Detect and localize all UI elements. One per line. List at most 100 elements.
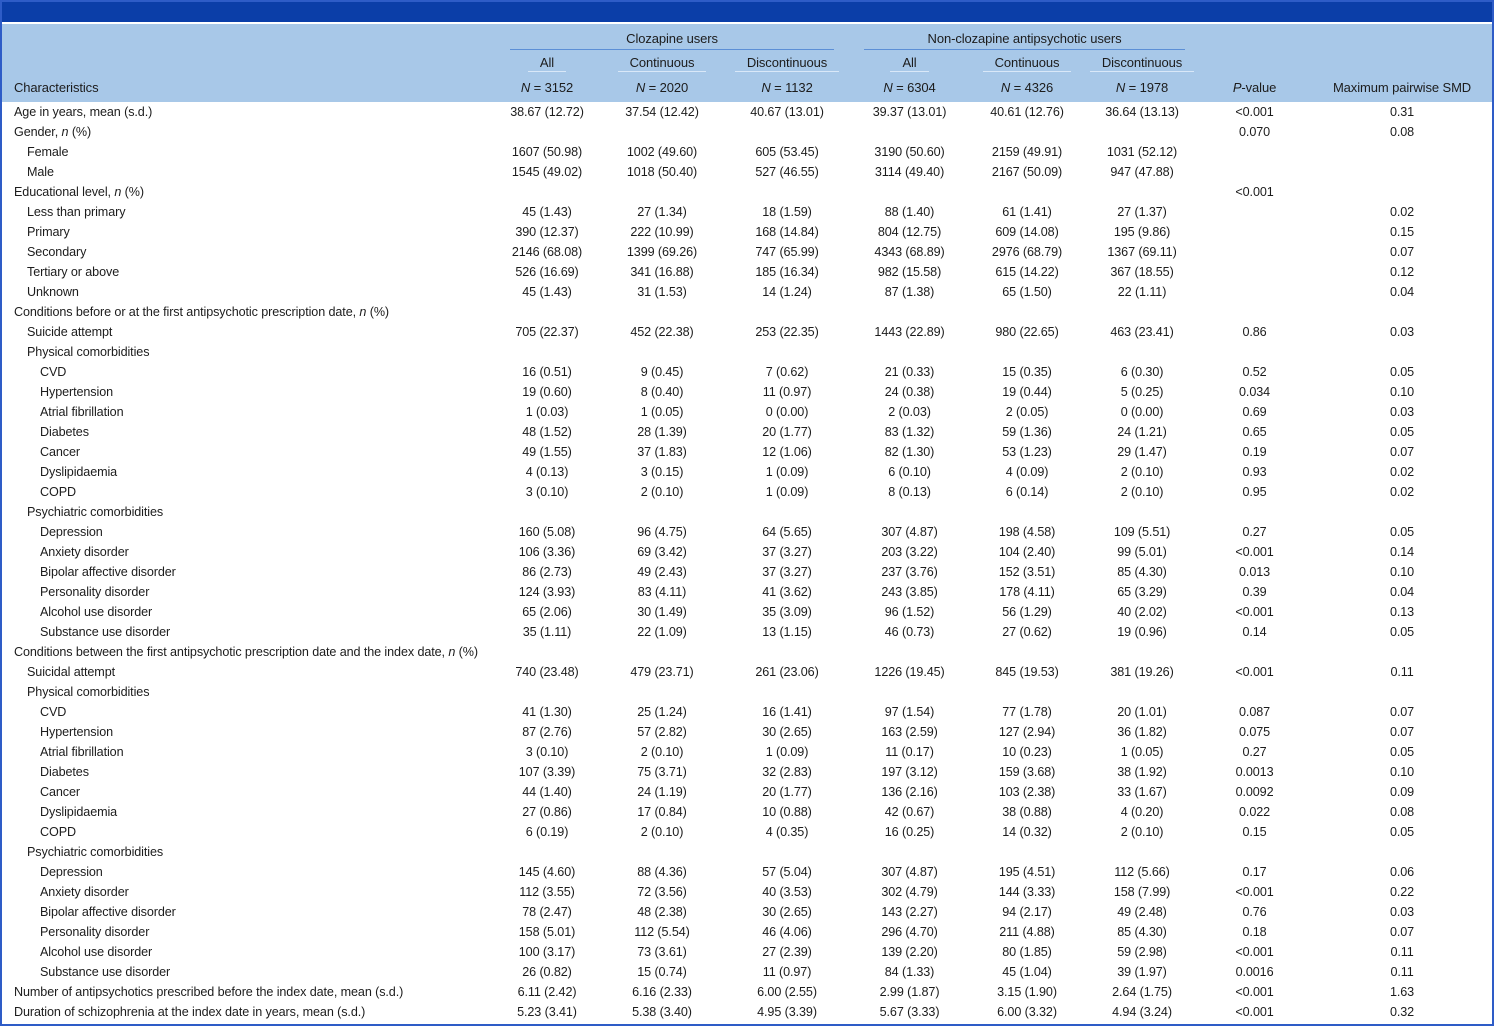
table-header: Clozapine users Non-clozapine antipsycho… (2, 24, 1493, 102)
value-cell: 6.16 (2.33) (602, 982, 722, 1002)
table-row: Duration of schizophrenia at the index d… (2, 1002, 1493, 1022)
smd-cell: 0.07 (1312, 722, 1493, 742)
value-cell: 1399 (69.26) (602, 242, 722, 262)
row-label: COPD (2, 482, 492, 502)
pvalue-cell: <0.001 (1197, 982, 1313, 1002)
value-cell: 1031 (52.12) (1087, 142, 1198, 162)
value-cell (967, 122, 1088, 142)
value-cell: 21 (0.33) (852, 362, 968, 382)
value-cell: 2146 (68.08) (492, 242, 602, 262)
value-cell: 982 (15.58) (852, 262, 968, 282)
row-label: Unknown (2, 282, 492, 302)
table-row: Unknown 45 (1.43) 31 (1.53) 14 (1.24) 87 (1.… (2, 282, 1493, 302)
row-label: Number of antipsychotics prescribed befo… (2, 982, 492, 1002)
spacer-cell (2, 50, 492, 72)
row-label: Hypertension (2, 382, 492, 402)
value-cell: 36.64 (13.13) (1087, 102, 1198, 122)
value-cell (852, 182, 968, 202)
smd-cell: 0.04 (1312, 282, 1493, 302)
value-cell: 804 (12.75) (852, 222, 968, 242)
value-cell: 10 (0.88) (722, 802, 853, 822)
value-cell: 2159 (49.91) (967, 142, 1088, 162)
pvalue-cell: 0.52 (1197, 362, 1313, 382)
value-cell: 20 (1.77) (722, 782, 853, 802)
value-cell: 740 (23.48) (492, 662, 602, 682)
value-cell: 178 (4.11) (967, 582, 1088, 602)
value-cell: 75 (3.71) (602, 762, 722, 782)
row-label: CVD (2, 702, 492, 722)
value-cell: 11 (0.97) (722, 962, 853, 982)
pvalue-cell: 0.69 (1197, 402, 1313, 422)
pvalue-cell: 0.93 (1197, 462, 1313, 482)
pvalue-cell: 0.39 (1197, 582, 1313, 602)
value-cell: 30 (1.49) (602, 602, 722, 622)
value-cell: 3 (0.10) (492, 742, 602, 762)
value-cell: 2 (0.10) (1087, 462, 1198, 482)
value-cell: 19 (0.96) (1087, 622, 1198, 642)
value-cell: 16 (0.25) (852, 822, 968, 842)
smd-cell: 0.08 (1312, 802, 1493, 822)
table-row: Conditions between the first antipsychot… (2, 642, 1493, 662)
value-cell: 4 (0.20) (1087, 802, 1198, 822)
table-row: Bipolar affective disorder 86 (2.73) 49 (2… (2, 562, 1493, 582)
smd-cell: 0.02 (1312, 202, 1493, 222)
row-label: Female (2, 142, 492, 162)
value-cell: 6.00 (3.32) (967, 1002, 1088, 1022)
pvalue-cell: 0.070 (1197, 122, 1313, 142)
table-row: Hypertension 19 (0.60) 8 (0.40) 11 (0.97) 24… (2, 382, 1493, 402)
n-ncz-continuous: N = 4326 (967, 72, 1088, 102)
value-cell: 16 (0.51) (492, 362, 602, 382)
value-cell: 100 (3.17) (492, 942, 602, 962)
spacer-cell (1197, 24, 1313, 50)
smd-cell: 0.02 (1312, 482, 1493, 502)
value-cell (722, 182, 853, 202)
value-cell: 2 (0.10) (602, 742, 722, 762)
value-cell: 261 (23.06) (722, 662, 853, 682)
value-cell: 107 (3.39) (492, 762, 602, 782)
group-nonclozapine: Non-clozapine antipsychotic users (852, 24, 1198, 50)
value-cell: 7 (0.62) (722, 362, 853, 382)
value-cell (852, 122, 968, 142)
row-label: Depression (2, 522, 492, 542)
value-cell: 14 (1.24) (722, 282, 853, 302)
value-cell: 8 (0.13) (852, 482, 968, 502)
table-row: Alcohol use disorder 100 (3.17) 73 (3.61) 2… (2, 942, 1493, 962)
value-cell: 112 (3.55) (492, 882, 602, 902)
value-cell: 99 (5.01) (1087, 542, 1198, 562)
value-cell: 124 (3.93) (492, 582, 602, 602)
value-cell: 39.37 (13.01) (852, 102, 968, 122)
value-cell (602, 182, 722, 202)
value-cell: 243 (3.85) (852, 582, 968, 602)
table-row: Diabetes 48 (1.52) 28 (1.39) 20 (1.77) 83 (1… (2, 422, 1493, 442)
smd-cell: 0.31 (1312, 102, 1493, 122)
value-cell: 5.23 (3.41) (492, 1002, 602, 1022)
table-row: Alcohol use disorder 65 (2.06) 30 (1.49) 35… (2, 602, 1493, 622)
value-cell: 14 (0.32) (967, 822, 1088, 842)
characteristics-table: Clozapine users Non-clozapine antipsycho… (2, 24, 1493, 1022)
value-cell: 10 (0.23) (967, 742, 1088, 762)
value-cell: 1 (0.09) (722, 482, 853, 502)
value-cell: 24 (0.38) (852, 382, 968, 402)
value-cell: 6.11 (2.42) (492, 982, 602, 1002)
value-cell: 4343 (68.89) (852, 242, 968, 262)
value-cell: 947 (47.88) (1087, 162, 1198, 182)
smd-cell: 0.03 (1312, 402, 1493, 422)
value-cell: 85 (4.30) (1087, 922, 1198, 942)
value-cell: 136 (2.16) (852, 782, 968, 802)
value-cell: 3114 (49.40) (852, 162, 968, 182)
smd-cell: 0.10 (1312, 382, 1493, 402)
value-cell (492, 182, 602, 202)
value-cell: 13 (1.15) (722, 622, 853, 642)
value-cell: 452 (22.38) (602, 322, 722, 342)
value-cell: 1018 (50.40) (602, 162, 722, 182)
characteristics-header: Characteristics (2, 72, 492, 102)
pvalue-cell: 0.27 (1197, 522, 1313, 542)
value-cell: 37 (3.27) (722, 542, 853, 562)
value-cell: 2 (0.10) (602, 822, 722, 842)
col-ncz-all: All (852, 50, 968, 72)
smd-cell (1312, 142, 1493, 162)
row-label: Diabetes (2, 762, 492, 782)
value-cell: 8 (0.40) (602, 382, 722, 402)
row-label: Personality disorder (2, 582, 492, 602)
row-label: Tertiary or above (2, 262, 492, 282)
